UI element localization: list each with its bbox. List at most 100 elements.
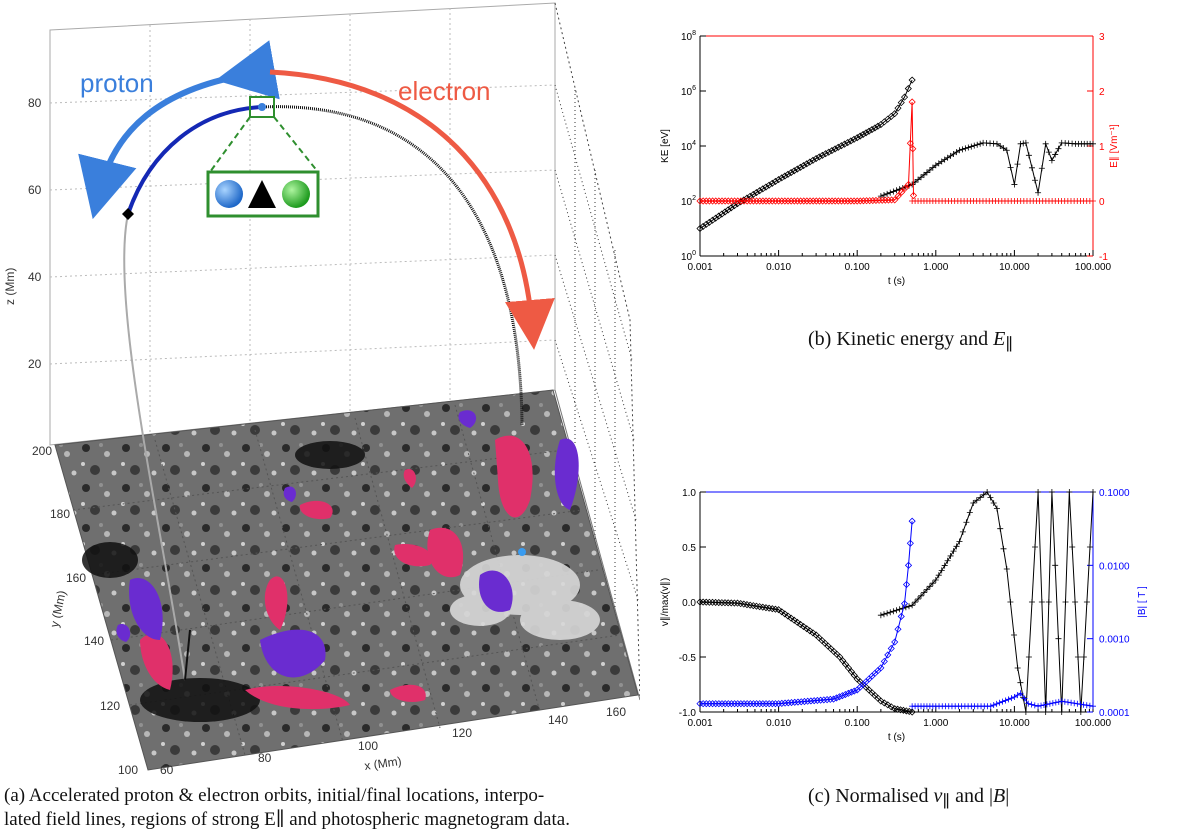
y-left-tick-label: 0.5: [682, 543, 696, 554]
series-0-point: [715, 212, 723, 220]
series-2-point: [832, 694, 841, 702]
y-left-tick-label: 104: [681, 140, 696, 153]
series-0-point: [740, 600, 748, 608]
y-right-axis-label: |B| [ T ]: [1137, 586, 1148, 618]
series-0-point: [796, 620, 805, 629]
series-0-point: [844, 664, 853, 672]
y-right-tick-label: 2: [1099, 87, 1105, 98]
series-3-point: [1011, 694, 1018, 701]
series-1-point: [1045, 599, 1052, 605]
series-0-point: [904, 85, 912, 93]
series-0-point: [775, 606, 783, 614]
series-2-point: [898, 188, 906, 196]
series-0-point: [840, 140, 849, 148]
series-2-point: [838, 692, 846, 700]
series-2-point: [891, 638, 899, 646]
series-2-point: [850, 687, 858, 695]
series-0-point: [836, 653, 844, 661]
series-0-point: [850, 671, 858, 679]
series-2-point: [908, 517, 916, 525]
series-3-point: [1083, 702, 1090, 709]
svg-text:140: 140: [84, 634, 104, 648]
x-tick-label: 1.000: [923, 718, 948, 729]
series-0-point: [784, 170, 792, 178]
series-0-point: [856, 132, 864, 140]
series-0-point: [759, 603, 767, 611]
series-1-point: [1090, 140, 1096, 147]
panel-a-caption-line2: lated field lines, regions of strong E∥ …: [4, 809, 570, 830]
series-1-point: [877, 612, 884, 619]
series-2-point: [771, 700, 780, 708]
series-1-point: [1042, 709, 1049, 715]
x-axis-label: t (s): [888, 732, 905, 743]
svg-text:120: 120: [452, 726, 472, 740]
series-1-point: [1022, 709, 1029, 715]
series-3-point: [1014, 692, 1021, 699]
y-left-axis-label: KE [eV]: [660, 129, 671, 163]
series-3-point: [1031, 702, 1038, 709]
series-1-point: [947, 552, 954, 559]
series-1-point: [980, 491, 987, 498]
series-1-point: [950, 548, 957, 555]
series-2-point: [894, 625, 902, 633]
series-1-point: [1048, 489, 1055, 495]
series-3-point: [1025, 700, 1032, 707]
series-1-point: [962, 145, 969, 152]
series-2-point: [906, 539, 914, 547]
series-2-point: [778, 699, 786, 707]
series-0-point: [868, 125, 876, 134]
y-right-axis-label: E∥ [Vm⁻¹]: [1109, 124, 1120, 168]
series-1-point: [929, 580, 936, 587]
series-0-point: [790, 616, 798, 624]
series-1-point: [968, 143, 975, 150]
series-1-point: [1052, 151, 1059, 158]
series-1-point: [997, 525, 1004, 532]
triangle-icon: [248, 180, 276, 208]
y-right-tick-label: 0.0001: [1099, 708, 1130, 719]
series-0-point: [759, 185, 767, 193]
electron-final-marker: [518, 548, 526, 556]
series-3-point: [1090, 198, 1096, 204]
marker-legend-inset: [206, 96, 320, 218]
series-2-line: [700, 521, 913, 705]
series-0-point: [746, 192, 754, 200]
panel-b-caption: (b) Kinetic energy and E∥: [808, 328, 1014, 354]
series-2-point: [784, 699, 792, 707]
series-2-point: [787, 699, 796, 707]
series-1-point: [944, 557, 951, 564]
series-2-point: [880, 657, 888, 665]
series-1-point: [1032, 544, 1039, 550]
series-1-point: [1080, 654, 1087, 660]
series-1-point: [1038, 165, 1045, 172]
z-axis-label: z (Mm): [3, 268, 17, 305]
series-0-point: [800, 161, 808, 170]
series-0-point: [865, 127, 873, 135]
y-right-tick-label: 0: [1099, 197, 1105, 208]
series-0-point: [899, 706, 907, 714]
series-2-point: [813, 696, 821, 704]
series-1-point: [990, 500, 997, 506]
series-1-point: [1025, 152, 1032, 159]
x-axis-label: x (Mm): [363, 754, 402, 773]
series-0-point: [828, 146, 836, 155]
series-0-point: [778, 174, 786, 182]
series-3-point: [1064, 699, 1071, 706]
series-1-point: [1048, 157, 1055, 164]
series-2-point: [810, 697, 818, 705]
svg-text:160: 160: [66, 571, 86, 585]
series-1-point: [923, 586, 930, 593]
series-2-point: [887, 644, 895, 653]
series-2-point: [794, 698, 802, 706]
series-3-point: [1080, 701, 1087, 708]
svg-text:60: 60: [28, 183, 42, 197]
y-left-axis-label: v∥/max(v∥): [660, 578, 671, 626]
series-1-point: [1077, 709, 1084, 715]
series-1-point: [1062, 599, 1069, 605]
series-1-point: [1007, 599, 1014, 605]
series-0-point: [842, 660, 850, 668]
series-1-point: [970, 500, 977, 506]
series-3-point: [1061, 698, 1068, 705]
series-0-point: [800, 623, 808, 631]
series-1-point: [920, 589, 927, 596]
series-1-point: [1042, 140, 1049, 147]
